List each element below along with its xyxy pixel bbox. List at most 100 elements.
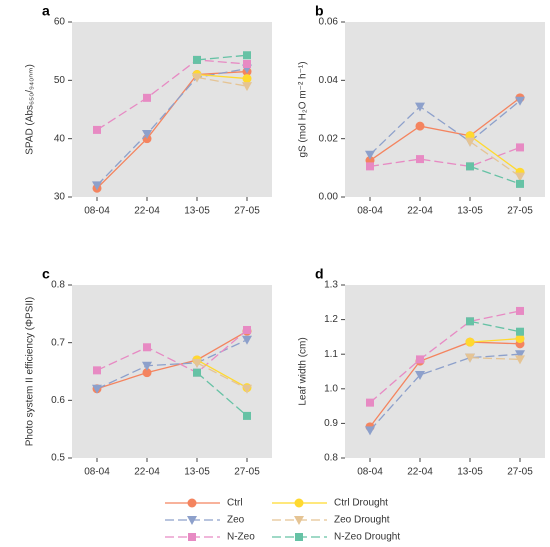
y-tick-label: 0.06 — [319, 17, 339, 28]
x-tick-label: 27-05 — [234, 467, 260, 478]
marker — [143, 343, 151, 352]
marker — [466, 317, 474, 326]
series-line — [196, 362, 248, 390]
legend-marker — [294, 516, 304, 525]
marker — [142, 361, 152, 371]
marker — [93, 366, 101, 375]
y-tick-label: 60 — [54, 17, 66, 28]
x-tick-label: 27-05 — [507, 467, 533, 478]
legend-marker — [188, 533, 196, 541]
x-tick-label: 08-04 — [357, 206, 383, 217]
series-line — [469, 357, 521, 361]
marker — [142, 368, 152, 378]
marker — [416, 355, 424, 364]
legend-label: Ctrl Drought — [334, 498, 388, 509]
series-line — [96, 68, 248, 186]
x-tick-label: 22-04 — [134, 467, 160, 478]
x-tick-label: 22-04 — [134, 206, 160, 217]
series-line — [369, 310, 521, 404]
legend-label: N-Zeo — [227, 532, 255, 543]
y-tick-label: 0.9 — [324, 418, 338, 429]
panel-title: c — [42, 266, 50, 282]
series-line — [469, 165, 521, 185]
marker — [466, 162, 474, 171]
series-line — [469, 141, 521, 178]
marker — [243, 60, 251, 68]
series-line — [196, 73, 248, 80]
series-line — [369, 341, 521, 428]
plot-background — [72, 22, 272, 197]
y-axis-label: SPAD (Abs₆₅₀/₉₄₀ₙₘ) — [25, 64, 36, 155]
y-tick-label: 0.8 — [51, 280, 65, 291]
y-tick-label: 1.3 — [324, 280, 338, 291]
legend-marker — [187, 498, 197, 508]
legend-label: Zeo — [227, 515, 245, 526]
y-tick-label: 0.6 — [51, 395, 65, 406]
panel-title: b — [315, 3, 324, 19]
marker — [465, 337, 475, 347]
y-tick-label: 0.8 — [324, 453, 338, 464]
marker — [243, 51, 251, 60]
marker — [515, 96, 525, 106]
series-line — [96, 59, 248, 131]
y-axis-label: Photo system II efficiency (ΦPSII) — [25, 297, 36, 447]
marker — [365, 150, 375, 160]
legend-label: Zeo Drought — [334, 515, 390, 526]
marker — [515, 334, 525, 344]
legend-marker — [295, 533, 303, 541]
marker — [516, 327, 524, 336]
x-tick-label: 22-04 — [407, 467, 433, 478]
series-line — [369, 97, 521, 162]
y-tick-label: 0.04 — [319, 75, 339, 86]
legend-marker — [294, 498, 304, 508]
y-tick-label: 0.02 — [319, 133, 339, 144]
x-tick-label: 08-04 — [357, 467, 383, 478]
marker — [193, 368, 201, 377]
marker — [366, 162, 374, 171]
x-tick-label: 13-05 — [184, 467, 210, 478]
y-tick-label: 1.1 — [324, 349, 338, 360]
y-tick-label: 40 — [54, 133, 66, 144]
y-tick-label: 30 — [54, 192, 66, 203]
marker — [243, 411, 251, 420]
marker — [416, 155, 424, 164]
x-tick-label: 27-05 — [234, 206, 260, 217]
y-axis-label: gS (mol H₂O m⁻² h⁻¹) — [298, 61, 309, 157]
marker — [415, 102, 425, 112]
marker — [192, 358, 202, 368]
x-tick-label: 22-04 — [407, 206, 433, 217]
marker — [515, 350, 525, 360]
plot-background — [72, 285, 272, 458]
y-tick-label: 50 — [54, 75, 66, 86]
marker — [92, 384, 102, 394]
marker — [415, 121, 425, 131]
legend-marker — [187, 516, 197, 525]
marker — [242, 335, 252, 345]
marker — [243, 325, 251, 334]
x-tick-label: 13-05 — [457, 467, 483, 478]
legend-label: Ctrl — [227, 498, 243, 509]
y-tick-label: 0.5 — [51, 453, 65, 464]
marker — [516, 179, 524, 188]
marker — [242, 74, 252, 84]
series-line — [196, 54, 248, 61]
y-tick-label: 0.7 — [51, 337, 65, 348]
series-line — [469, 320, 521, 333]
x-tick-label: 13-05 — [184, 206, 210, 217]
marker — [415, 370, 425, 380]
marker — [515, 355, 525, 365]
legend-label: N-Zeo Drought — [334, 532, 400, 543]
x-tick-label: 27-05 — [507, 206, 533, 217]
y-tick-label: 1.0 — [324, 383, 338, 394]
marker — [242, 384, 252, 394]
series-line — [96, 329, 248, 374]
x-tick-label: 08-04 — [84, 467, 110, 478]
y-tick-label: 0.00 — [319, 192, 339, 203]
marker — [465, 353, 475, 363]
series-line — [369, 100, 521, 156]
marker — [192, 73, 202, 83]
series-line — [469, 135, 521, 173]
marker — [515, 172, 525, 182]
marker — [465, 137, 475, 147]
